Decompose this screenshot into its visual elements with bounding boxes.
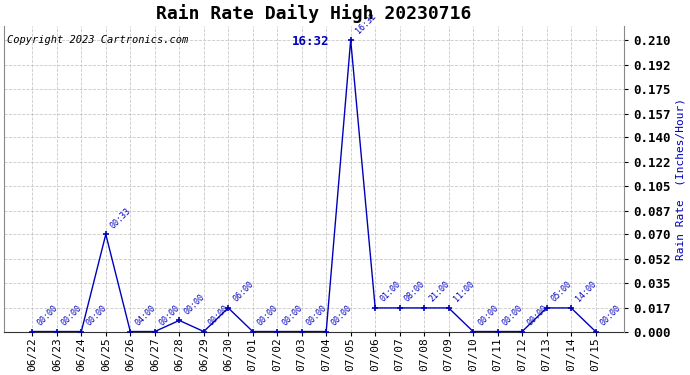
Title: Rain Rate Daily High 20230716: Rain Rate Daily High 20230716: [156, 4, 472, 23]
Text: 00:00: 00:00: [329, 303, 353, 327]
Text: 11:00: 11:00: [451, 280, 475, 304]
Text: 04:00: 04:00: [133, 303, 157, 327]
Text: 05:00: 05:00: [549, 280, 573, 304]
Text: 00:00: 00:00: [256, 303, 279, 327]
Text: 14:00: 14:00: [574, 280, 598, 304]
Text: 00:00: 00:00: [158, 303, 181, 327]
Text: 00:00: 00:00: [280, 303, 304, 327]
Text: Copyright 2023 Cartronics.com: Copyright 2023 Cartronics.com: [8, 35, 188, 45]
Text: 00:00: 00:00: [500, 303, 524, 327]
Text: 08:00: 08:00: [402, 280, 426, 304]
Text: 00:00: 00:00: [305, 303, 328, 327]
Text: 21:00: 21:00: [427, 280, 451, 304]
Text: 00:00: 00:00: [207, 303, 230, 327]
Text: 00:00: 00:00: [598, 303, 622, 327]
Text: 00:00: 00:00: [525, 303, 549, 327]
Text: 16:32: 16:32: [354, 12, 377, 36]
Text: 00:00: 00:00: [182, 292, 206, 316]
Text: 00:00: 00:00: [60, 303, 83, 327]
Text: 00:33: 00:33: [109, 206, 132, 230]
Text: 00:00: 00:00: [476, 303, 500, 327]
Text: 01:00: 01:00: [378, 280, 402, 304]
Text: 00:00: 00:00: [35, 303, 59, 327]
Text: 06:00: 06:00: [231, 280, 255, 304]
Y-axis label: Rain Rate  (Inches/Hour): Rain Rate (Inches/Hour): [676, 98, 686, 260]
Text: 16:32: 16:32: [293, 35, 330, 48]
Text: 00:00: 00:00: [84, 303, 108, 327]
